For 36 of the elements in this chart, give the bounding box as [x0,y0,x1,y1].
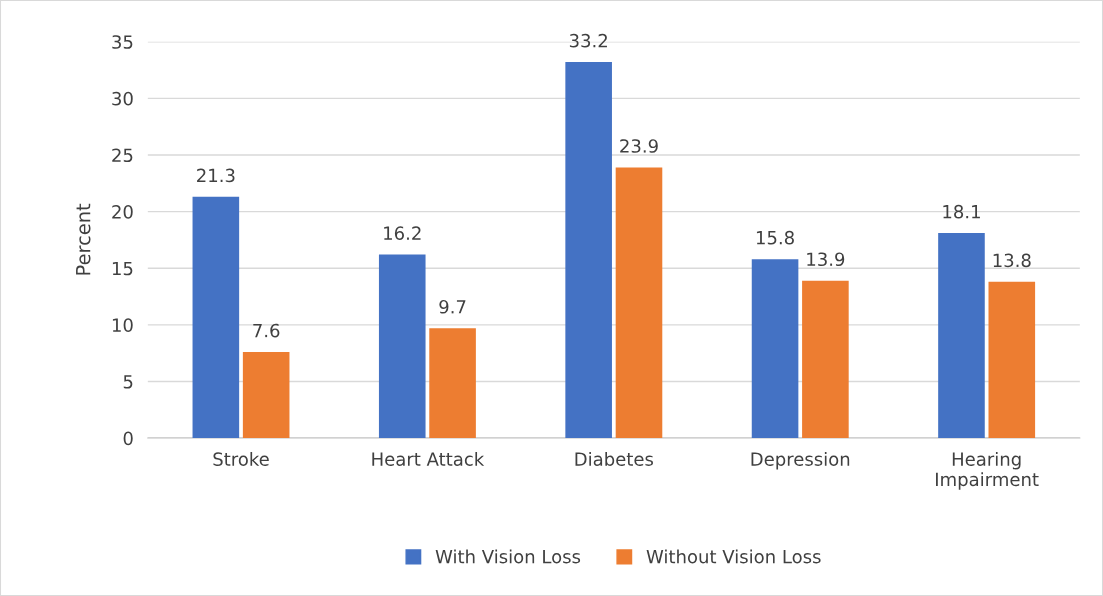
bar [751,259,799,439]
bar [429,328,476,439]
bar [565,62,612,439]
data-label: 18.1 [943,204,980,219]
bar [988,281,1036,439]
data-label: 16.2 [384,226,421,240]
y-tick-label: 25 [112,148,133,163]
data-label: 9.7 [439,299,466,314]
y-axis-title: Percent [76,203,91,275]
data-label: 33.2 [569,33,607,48]
data-label: 13.8 [993,253,1031,268]
x-tick-label: Depression [751,451,850,470]
data-label: 21.3 [197,168,235,183]
legend-label: Without Vision Loss [646,549,821,564]
y-tick-label: 5 [123,375,133,389]
bar [615,167,663,439]
y-tick-label: 35 [112,35,133,49]
y-tick-label: 15 [112,261,133,276]
y-tick-label: 20 [112,205,133,219]
legend-label: With Vision Loss [435,549,581,564]
x-tick-label: Heart Attack [372,451,485,466]
x-tick-label: Hearing Impairment [936,451,1039,490]
y-tick-label: 0 [123,431,133,446]
bar [938,233,985,439]
data-label: 23.9 [620,139,658,153]
x-tick-label: Stroke [213,451,269,466]
bar [802,280,849,439]
y-tick-label: 10 [112,318,133,332]
data-label: 7.6 [253,323,280,338]
bar [192,196,240,439]
bar [242,352,290,439]
data-label: 15.8 [756,230,794,245]
bar [378,254,426,439]
data-label: 13.9 [807,252,845,267]
x-tick-label: Diabetes [575,451,654,466]
y-tick-label: 30 [112,91,133,106]
